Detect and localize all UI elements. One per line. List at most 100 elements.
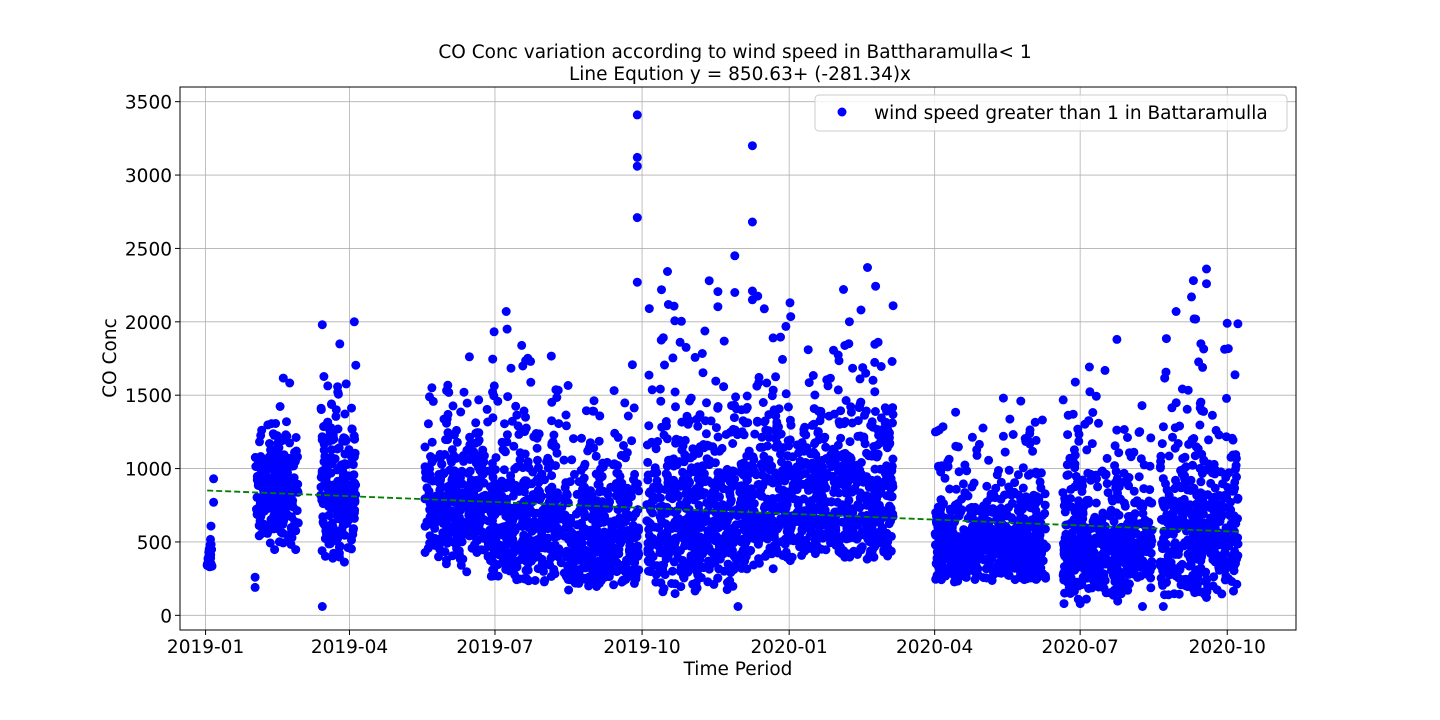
- scatter-point: [1229, 586, 1238, 596]
- scatter-point: [1177, 384, 1187, 394]
- scatter-point: [873, 425, 882, 434]
- scatter-point: [258, 523, 268, 533]
- scatter-point: [348, 525, 358, 535]
- scatter-point: [1189, 314, 1199, 324]
- scatter-point: [794, 448, 804, 458]
- scatter-point: [489, 327, 499, 337]
- scatter-point: [643, 457, 653, 467]
- scatter-point: [695, 442, 705, 452]
- scatter-point: [434, 540, 444, 550]
- scatter-point: [662, 470, 672, 480]
- scatter-point: [1137, 541, 1147, 551]
- scatter-point: [442, 529, 452, 539]
- scatter-point: [517, 340, 527, 350]
- scatter-point: [462, 567, 472, 577]
- scatter-point: [748, 490, 758, 500]
- scatter-point: [672, 515, 682, 525]
- scatter-point: [714, 510, 723, 519]
- scatter-point: [859, 432, 869, 442]
- scatter-point: [658, 587, 668, 597]
- scatter-point: [841, 396, 851, 405]
- scatter-point: [501, 483, 510, 493]
- scatter-point: [668, 566, 677, 576]
- scatter-point: [1004, 489, 1014, 499]
- scatter-point: [882, 406, 892, 416]
- scatter-point: [452, 437, 462, 447]
- scatter-point: [1189, 434, 1199, 443]
- scatter-point: [589, 396, 599, 406]
- scatter-point: [448, 551, 458, 561]
- scatter-point: [970, 523, 979, 533]
- scatter-point: [673, 490, 683, 500]
- scatter-point: [420, 442, 430, 452]
- scatter-point: [447, 475, 457, 485]
- scatter-point: [1180, 452, 1190, 462]
- scatter-point: [1158, 422, 1168, 432]
- scatter-point: [420, 462, 430, 472]
- scatter-point: [661, 519, 670, 529]
- scatter-point: [862, 472, 871, 482]
- scatter-point: [1219, 493, 1229, 503]
- scatter-point: [471, 458, 481, 468]
- scatter-point: [634, 525, 644, 535]
- scatter-point: [700, 326, 710, 336]
- scatter-point: [457, 537, 467, 547]
- legend-marker: [837, 107, 847, 117]
- scatter-point: [1079, 563, 1089, 573]
- scatter-point: [1013, 470, 1023, 480]
- scatter-point: [317, 435, 327, 445]
- scatter-point: [332, 505, 341, 514]
- scatter-point: [474, 395, 484, 405]
- scatter-point: [1164, 451, 1174, 461]
- scatter-point: [1071, 579, 1081, 589]
- scatter-point: [341, 481, 351, 491]
- scatter-point: [548, 437, 558, 447]
- scatter-point: [821, 442, 831, 452]
- scatter-point: [473, 437, 483, 447]
- scatter-point: [749, 454, 759, 464]
- scatter-point: [1016, 396, 1026, 406]
- scatter-point: [1170, 443, 1180, 453]
- scatter-point: [1137, 401, 1147, 411]
- scatter-point: [713, 573, 723, 583]
- scatter-point: [735, 487, 745, 497]
- scatter-point: [283, 485, 293, 495]
- scatter-point: [1026, 469, 1036, 479]
- scatter-point: [285, 438, 295, 448]
- scatter-point: [488, 472, 498, 482]
- scatter-point: [1158, 496, 1168, 506]
- scatter-point: [644, 566, 653, 576]
- scatter-point: [626, 532, 635, 542]
- scatter-point: [1060, 570, 1070, 580]
- scatter-point: [348, 470, 358, 480]
- scatter-point: [1230, 370, 1240, 380]
- scatter-point: [661, 533, 670, 542]
- scatter-point: [763, 532, 773, 542]
- scatter-point: [765, 465, 775, 475]
- scatter-point: [1176, 580, 1186, 590]
- scatter-point: [752, 381, 762, 391]
- scatter-point: [204, 552, 214, 562]
- scatter-point: [543, 463, 553, 473]
- scatter-point: [491, 453, 501, 463]
- scatter-point: [1004, 465, 1014, 475]
- scatter-point: [780, 464, 790, 474]
- scatter-point: [293, 518, 303, 528]
- scatter-point: [575, 535, 585, 545]
- scatter-point: [581, 406, 591, 416]
- scatter-point: [561, 523, 571, 533]
- scatter-point: [764, 432, 774, 442]
- scatter-point: [961, 570, 971, 580]
- scatter-point: [209, 474, 219, 484]
- scatter-point: [507, 416, 517, 426]
- scatter-point: [456, 407, 466, 417]
- scatter-point: [631, 570, 641, 580]
- scatter-point: [663, 300, 673, 309]
- scatter-point: [688, 515, 698, 525]
- scatter-point: [797, 438, 807, 448]
- scatter-point: [701, 545, 711, 555]
- scatter-point: [265, 439, 274, 448]
- scatter-point: [678, 572, 688, 581]
- scatter-point: [1082, 572, 1092, 582]
